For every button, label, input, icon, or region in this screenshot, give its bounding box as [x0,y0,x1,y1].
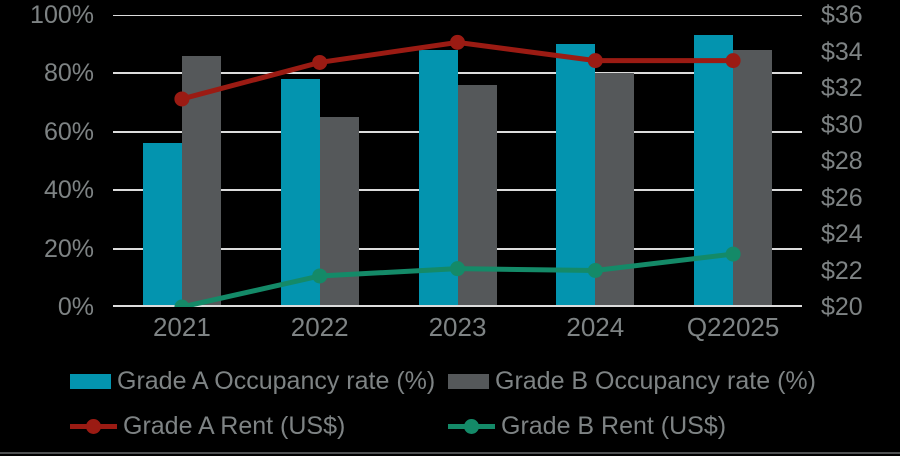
right-axis-tick: $26 [821,183,863,212]
right-axis-tick: $34 [821,37,863,66]
legend-label: Grade B Occupancy rate (%) [495,367,816,395]
x-axis-label-2021: 2021 [152,312,211,342]
grade-a-rent-line [181,39,734,102]
x-axis-label-Q22025: Q22025 [686,312,780,342]
right-axis-tick: $20 [821,293,863,321]
grade-a-occupancy-bar-Q22025 [694,35,734,307]
grade-b-rent-point-2022 [312,268,328,284]
grade-a-occupancy-bar-2024 [556,44,596,307]
grade-a-rent-point-Q22025 [725,53,741,69]
x-axis-label-2022: 2022 [290,312,349,342]
legend-item-grade-b-rent: Grade B Rent (US$) [448,412,816,441]
right-axis-tick: $22 [821,256,863,285]
gridline [113,72,802,75]
grade-a-bar-swatch-icon [70,374,111,389]
x-axis-label-2024: 2024 [566,312,625,342]
grade-a-occupancy-bar-2021 [142,143,182,307]
x-axis-baseline [113,305,802,307]
left-axis-tick: 0% [57,293,94,321]
grade-a-line-swatch-icon [70,419,117,434]
chart-legend: Grade A Occupancy rate (%) Grade B Occup… [70,367,816,441]
left-axis-tick: 80% [43,59,94,88]
legend-label: Grade B Rent (US$) [501,412,727,440]
grade-a-rent-point-2021 [174,91,190,107]
grade-a-occupancy-bar-2022 [280,79,320,307]
right-axis-tick: $30 [821,110,863,139]
grade-b-rent-point-2024 [587,263,603,278]
plot-area [113,15,802,307]
legend-label: Grade A Rent (US$) [123,412,346,440]
left-axis-tick: 20% [43,234,94,263]
legend-item-grade-a-rent: Grade A Rent (US$) [70,412,448,441]
left-axis-tick: 40% [43,176,94,205]
left-axis-tick: 60% [43,117,94,146]
legend-item-grade-b-occupancy: Grade B Occupancy rate (%) [448,367,816,396]
grade-a-rent-point-2023 [450,34,465,50]
grade-b-occupancy-bar-Q22025 [733,50,773,307]
gridline [113,15,802,16]
grade-a-occupancy-bar-2023 [418,50,458,307]
rent-lines-layer [174,34,741,307]
grade-a-rent-point-2024 [587,53,603,69]
grade-b-line-swatch-icon [448,419,495,434]
right-axis-tick: $28 [821,147,863,175]
grade-a-rent-point-2022 [312,54,328,70]
grade-b-rent-point-Q22025 [725,246,741,262]
x-axis-label-2023: 2023 [428,312,487,342]
right-axis-tick: $24 [821,220,863,248]
legend-label: Grade A Occupancy rate (%) [117,367,436,395]
right-axis-tick: $36 [821,1,863,29]
grade-b-bar-swatch-icon [448,374,489,389]
grade-b-rent-point-2021 [174,299,190,307]
legend-item-grade-a-occupancy: Grade A Occupancy rate (%) [70,367,448,396]
left-axis-tick: 100% [30,1,94,29]
bottom-divider [0,452,900,454]
right-axis-tick: $32 [821,74,863,102]
grade-b-rent-point-2023 [450,261,465,277]
